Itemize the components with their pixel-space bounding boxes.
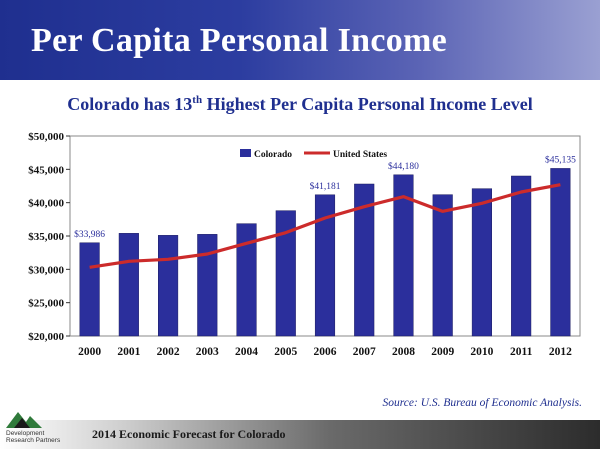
y-tick-label: $45,000 <box>28 164 64 176</box>
footer-band: 2014 Economic Forecast for Colorado <box>0 420 600 449</box>
bar-colorado <box>275 210 296 337</box>
x-tick-label: 2010 <box>470 346 493 358</box>
bar-colorado <box>511 175 532 337</box>
data-label: $41,181 <box>310 181 341 192</box>
x-tick-label: 2008 <box>392 346 415 358</box>
x-tick-label: 2006 <box>314 346 337 358</box>
y-tick-label: $35,000 <box>28 231 64 243</box>
bar-colorado <box>432 194 453 337</box>
data-label: $33,986 <box>74 229 105 240</box>
data-label: $45,135 <box>545 154 576 165</box>
legend-swatch-colorado <box>240 149 251 157</box>
bar-colorado <box>158 235 179 337</box>
chart-subtitle: Colorado has 13th Highest Per Capita Per… <box>0 94 600 115</box>
page-title: Per Capita Personal Income <box>31 22 448 59</box>
x-tick-label: 2009 <box>431 346 454 358</box>
x-tick-label: 2005 <box>274 346 297 358</box>
bar-colorado <box>118 233 139 337</box>
bar-colorado <box>550 168 571 337</box>
footer-text: 2014 Economic Forecast for Colorado <box>92 427 286 441</box>
x-tick-label: 2004 <box>235 346 258 358</box>
bar-colorado <box>197 234 218 337</box>
income-chart: $20,000 $25,000 $30,000 $35,000 $40,000 $45,0… <box>28 131 581 358</box>
x-tick-label: 2011 <box>510 346 533 358</box>
bar-colorado <box>354 183 375 337</box>
source-note: Source: U.S. Bureau of Economic Analysis… <box>382 397 582 409</box>
y-tick-label: $30,000 <box>28 264 64 276</box>
data-label: $44,180 <box>388 161 419 172</box>
mountain-logo-icon <box>6 412 42 428</box>
legend-label-united-states: United States <box>333 150 387 160</box>
line-united-states <box>89 183 561 269</box>
y-tick-label: $50,000 <box>28 131 64 143</box>
x-tick-label: 2001 <box>117 346 140 358</box>
bar-colorado <box>79 242 100 337</box>
bar-colorado <box>314 194 336 337</box>
subtitle-suffix: Highest Per Capita Personal Income Level <box>202 94 533 114</box>
subtitle-prefix: Colorado has 13 <box>67 94 193 114</box>
bar-colorado <box>236 223 257 337</box>
x-tick-label: 2007 <box>353 346 376 358</box>
x-tick-label: 2000 <box>78 346 101 358</box>
y-tick-label: $25,000 <box>28 298 64 310</box>
bar-colorado <box>393 174 414 337</box>
legend-label-colorado: Colorado <box>254 150 292 160</box>
y-tick-label: $20,000 <box>28 331 64 343</box>
x-tick-label: 2002 <box>157 346 180 358</box>
bar-colorado <box>471 188 492 337</box>
x-tick-label: 2003 <box>196 346 219 358</box>
company-logo: Development Research Partners <box>4 404 74 449</box>
subtitle-superscript: th <box>192 94 203 106</box>
x-tick-label: 2012 <box>549 346 572 358</box>
y-tick-label: $40,000 <box>28 198 64 210</box>
title-band: Per Capita Personal Income <box>0 0 600 80</box>
logo-text: Development Research Partners <box>6 430 61 444</box>
